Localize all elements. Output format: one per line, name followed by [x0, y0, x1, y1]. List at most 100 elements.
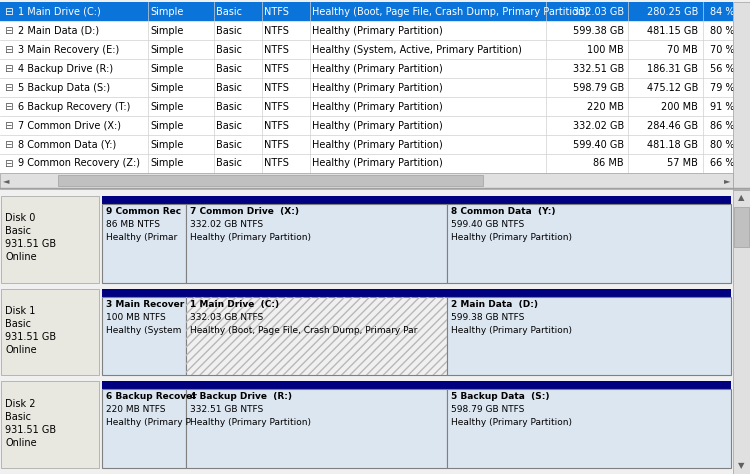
Text: 66 %: 66 %	[710, 158, 735, 168]
Bar	[1, 289, 99, 375]
Text: ⊟: ⊟	[4, 83, 13, 93]
Text: 86 %: 86 %	[710, 120, 735, 130]
Bar	[447, 204, 731, 283]
Text: 4 Backup Drive  (R:): 4 Backup Drive (R:)	[190, 392, 292, 401]
Text: Simple: Simple	[150, 45, 183, 55]
Text: Healthy (System, Active, Primary Partition): Healthy (System, Active, Primary Partiti…	[312, 45, 522, 55]
Text: Healthy (Primary Partition): Healthy (Primary Partition)	[312, 26, 442, 36]
Text: 599.38 GB: 599.38 GB	[573, 26, 624, 36]
Text: Basic: Basic	[5, 226, 31, 237]
Text: Basic: Basic	[216, 158, 242, 168]
Text: Healthy (Primar: Healthy (Primar	[106, 233, 177, 242]
Text: 481.18 GB: 481.18 GB	[647, 139, 698, 149]
Bar	[447, 389, 731, 468]
Bar	[102, 289, 731, 297]
Text: 70 MB: 70 MB	[668, 45, 698, 55]
Text: NTFS: NTFS	[264, 120, 289, 130]
Text: Online: Online	[5, 345, 37, 355]
Text: NTFS: NTFS	[264, 64, 289, 73]
Text: 931.51 GB: 931.51 GB	[5, 239, 56, 249]
Text: Healthy (Boot, Page File, Crash Dump, Primary Partition): Healthy (Boot, Page File, Crash Dump, Pr…	[312, 7, 588, 17]
Text: 7 Common Drive  (X:): 7 Common Drive (X:)	[190, 207, 299, 216]
Text: 2 Main Data  (D:): 2 Main Data (D:)	[451, 300, 538, 309]
Bar	[1, 196, 99, 283]
Text: Disk 2: Disk 2	[5, 399, 35, 409]
Text: Healthy (Primary Partition): Healthy (Primary Partition)	[312, 120, 442, 130]
Text: 220 MB NTFS: 220 MB NTFS	[106, 405, 166, 414]
Text: Healthy (System: Healthy (System	[106, 326, 182, 335]
Text: Simple: Simple	[150, 158, 183, 168]
Text: Healthy (Primary Partition): Healthy (Primary Partition)	[451, 326, 572, 335]
Text: Healthy (Primary Partition): Healthy (Primary Partition)	[312, 101, 442, 111]
Text: 598.79 GB: 598.79 GB	[573, 82, 624, 92]
Text: 8 Common Data  (Y:): 8 Common Data (Y:)	[451, 207, 556, 216]
Text: NTFS: NTFS	[264, 26, 289, 36]
Bar	[186, 204, 447, 283]
Text: 332.03 GB: 332.03 GB	[573, 7, 624, 17]
Text: 1 Main Drive (C:): 1 Main Drive (C:)	[18, 7, 101, 17]
Text: 220 MB: 220 MB	[587, 101, 624, 111]
Text: NTFS: NTFS	[264, 45, 289, 55]
Text: ⊟: ⊟	[4, 102, 13, 112]
Text: 186.31 GB: 186.31 GB	[647, 64, 698, 73]
Text: ⊟: ⊟	[4, 7, 13, 17]
Text: 6 Backup Recovery (T:): 6 Backup Recovery (T:)	[18, 101, 130, 111]
Text: Healthy (Primary Partition): Healthy (Primary Partition)	[451, 233, 572, 242]
Text: Simple: Simple	[150, 7, 183, 17]
Text: ▼: ▼	[738, 462, 744, 471]
Text: Disk 1: Disk 1	[5, 306, 35, 316]
Text: Basic: Basic	[5, 319, 31, 329]
Text: 7 Common Drive (X:): 7 Common Drive (X:)	[18, 120, 121, 130]
Bar	[58, 175, 483, 186]
Text: Basic: Basic	[216, 120, 242, 130]
Text: 931.51 GB: 931.51 GB	[5, 425, 56, 435]
Bar	[447, 297, 731, 375]
Text: 100 MB NTFS: 100 MB NTFS	[106, 313, 166, 322]
Text: 86 MB NTFS: 86 MB NTFS	[106, 220, 160, 229]
Text: NTFS: NTFS	[264, 7, 289, 17]
Text: 332.02 GB NTFS: 332.02 GB NTFS	[190, 220, 263, 229]
Bar	[0, 2, 733, 21]
Bar	[186, 297, 447, 375]
Text: 5 Backup Data (S:): 5 Backup Data (S:)	[18, 82, 110, 92]
Text: 332.51 GB NTFS: 332.51 GB NTFS	[190, 405, 263, 414]
Text: NTFS: NTFS	[264, 101, 289, 111]
Text: 284.46 GB: 284.46 GB	[646, 120, 698, 130]
Text: 332.03 GB NTFS: 332.03 GB NTFS	[190, 313, 263, 322]
Text: ⊟: ⊟	[4, 121, 13, 131]
Text: Simple: Simple	[150, 120, 183, 130]
Bar	[102, 204, 186, 283]
Text: ⊟: ⊟	[4, 26, 13, 36]
Text: 6 Backup Recover: 6 Backup Recover	[106, 392, 196, 401]
Bar	[733, 2, 750, 190]
Text: NTFS: NTFS	[264, 82, 289, 92]
Text: Basic: Basic	[216, 26, 242, 36]
Text: Healthy (Primary Partition): Healthy (Primary Partition)	[451, 419, 572, 428]
Text: ⊟: ⊟	[4, 45, 13, 55]
Bar	[1, 382, 99, 468]
Text: Simple: Simple	[150, 64, 183, 73]
Text: Healthy (Primary Partition): Healthy (Primary Partition)	[312, 64, 442, 73]
Text: 79 %: 79 %	[710, 82, 735, 92]
Text: 3 Main Recovery (E:): 3 Main Recovery (E:)	[18, 45, 119, 55]
Bar	[0, 2, 733, 173]
Text: Simple: Simple	[150, 26, 183, 36]
Text: Healthy (Primary Partition): Healthy (Primary Partition)	[190, 419, 311, 428]
Text: 84 %: 84 %	[710, 7, 735, 17]
Text: Online: Online	[5, 252, 37, 262]
Text: Basic: Basic	[216, 7, 242, 17]
Text: 80 %: 80 %	[710, 26, 735, 36]
Text: Basic: Basic	[5, 411, 31, 422]
Text: Healthy (Primary Partition): Healthy (Primary Partition)	[312, 82, 442, 92]
Bar	[734, 207, 749, 247]
Bar	[186, 389, 447, 468]
Bar	[186, 297, 447, 375]
Text: Simple: Simple	[150, 101, 183, 111]
Text: 4 Backup Drive (R:): 4 Backup Drive (R:)	[18, 64, 113, 73]
Text: 56 %: 56 %	[710, 64, 735, 73]
Text: 599.40 GB NTFS: 599.40 GB NTFS	[451, 220, 524, 229]
Text: 9 Common Rec: 9 Common Rec	[106, 207, 182, 216]
Text: 200 MB: 200 MB	[662, 101, 698, 111]
Text: Simple: Simple	[150, 139, 183, 149]
Text: 9 Common Recovery (Z:): 9 Common Recovery (Z:)	[18, 158, 140, 168]
